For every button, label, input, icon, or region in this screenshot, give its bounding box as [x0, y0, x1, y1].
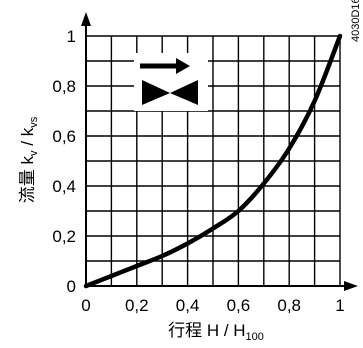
y-axis-label-main: 流量 k	[18, 155, 37, 203]
x-tick-label: 0,2	[125, 296, 149, 315]
x-tick-label: 0	[81, 296, 90, 315]
valve-bowtie-left	[142, 80, 170, 105]
y-axis-arrow	[81, 12, 91, 26]
y-tick-label: 0,8	[52, 77, 76, 96]
y-tick-label: 0,2	[52, 227, 76, 246]
axes	[81, 12, 358, 291]
y-axis-label-sub1: v	[28, 150, 40, 156]
valve-symbol-icon	[140, 58, 198, 105]
valve-bowtie-right	[170, 80, 198, 105]
series-layer	[83, 33, 343, 289]
flow-arrow-head	[176, 58, 190, 74]
figure-code: 4030D16	[350, 0, 362, 42]
series-line	[83, 33, 343, 289]
y-axis-label-sub2: vs	[28, 116, 40, 128]
y-tick-labels: 0 0,2 0,4 0,6 0,8 1	[52, 27, 76, 296]
x-axis-label-main: 行程 H / H	[168, 321, 245, 340]
y-axis-label-mid: / k	[18, 127, 37, 150]
x-tick-label: 0,8	[277, 296, 301, 315]
y-tick-label: 0	[67, 277, 76, 296]
y-tick-label: 0,4	[52, 177, 76, 196]
y-tick-label: 0,6	[52, 127, 76, 146]
grid	[86, 35, 341, 286]
x-tick-label: 0,4	[176, 296, 200, 315]
x-tick-labels: 0 0,2 0,4 0,6 0,8 1	[81, 296, 344, 315]
x-tick-label: 1	[335, 296, 344, 315]
y-tick-label: 1	[67, 27, 76, 46]
x-axis-label-sub: 100	[246, 331, 264, 343]
y-axis-label: 流量 kv / kvs	[18, 116, 40, 203]
x-tick-label: 0,6	[227, 296, 251, 315]
x-axis-arrow	[344, 281, 358, 291]
x-axis-label: 行程 H / H100	[168, 321, 264, 343]
